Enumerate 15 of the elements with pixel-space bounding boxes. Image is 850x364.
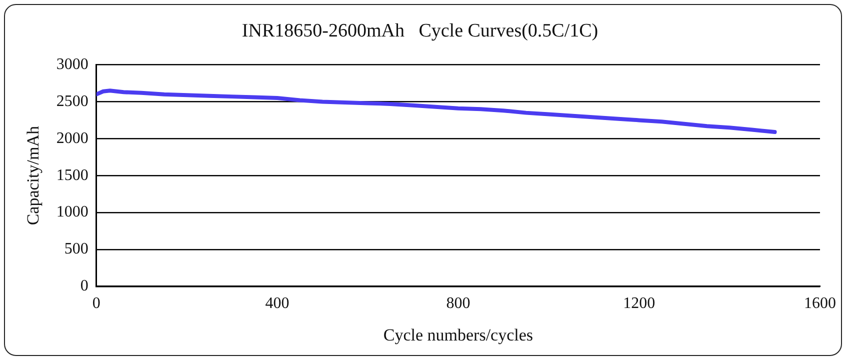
y-tick-label: 2000 <box>56 130 88 147</box>
y-tick-label: 2500 <box>56 92 88 110</box>
x-tick-label: 0 <box>92 295 100 312</box>
y-tick-label: 0 <box>80 278 88 295</box>
y-tick-label: 1000 <box>56 204 88 221</box>
x-tick-label: 1200 <box>623 295 656 312</box>
x-tick-label: 1600 <box>804 295 836 312</box>
x-tick-label: 400 <box>265 295 290 312</box>
y-tick-label: 1500 <box>56 166 88 184</box>
y-tick-label: 3000 <box>56 56 88 74</box>
y-tick-label: 500 <box>64 240 88 258</box>
y-axis-title: Capacity/mAh <box>24 126 43 226</box>
x-axis-title: Cycle numbers/cycles <box>383 325 534 344</box>
x-tick-label: 800 <box>446 295 470 312</box>
chart-title: INR18650-2600mAh Cycle Curves(0.5C/1C) <box>242 20 598 42</box>
